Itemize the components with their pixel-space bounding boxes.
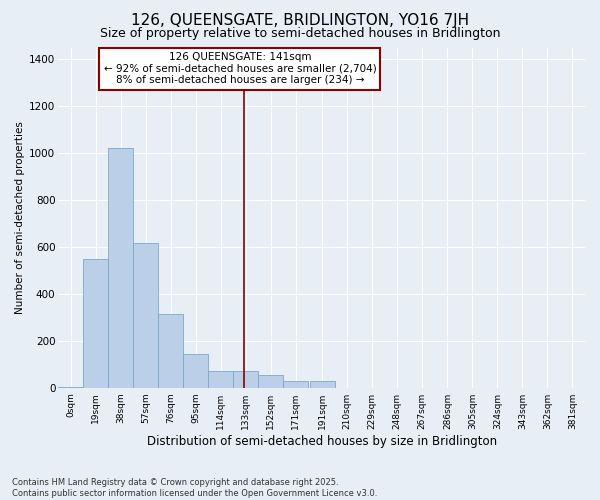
Bar [83, 258, 108, 388]
Bar [184, 354, 208, 388]
Text: 126 QUEENSGATE: 141sqm
← 92% of semi-detached houses are smaller (2,704)
8% of s: 126 QUEENSGATE: 141sqm ← 92% of semi-det… [104, 52, 376, 86]
Y-axis label: Number of semi-detached properties: Number of semi-detached properties [15, 121, 25, 314]
Bar [283, 380, 308, 388]
Bar [158, 314, 184, 388]
Bar [108, 148, 133, 388]
Bar [310, 380, 335, 388]
Bar [259, 375, 283, 388]
Text: Size of property relative to semi-detached houses in Bridlington: Size of property relative to semi-detach… [100, 28, 500, 40]
Text: Contains HM Land Registry data © Crown copyright and database right 2025.
Contai: Contains HM Land Registry data © Crown c… [12, 478, 377, 498]
Text: 126, QUEENSGATE, BRIDLINGTON, YO16 7JH: 126, QUEENSGATE, BRIDLINGTON, YO16 7JH [131, 12, 469, 28]
X-axis label: Distribution of semi-detached houses by size in Bridlington: Distribution of semi-detached houses by … [146, 434, 497, 448]
Bar [58, 386, 83, 388]
Bar [208, 372, 233, 388]
Bar [133, 244, 158, 388]
Bar [233, 372, 259, 388]
